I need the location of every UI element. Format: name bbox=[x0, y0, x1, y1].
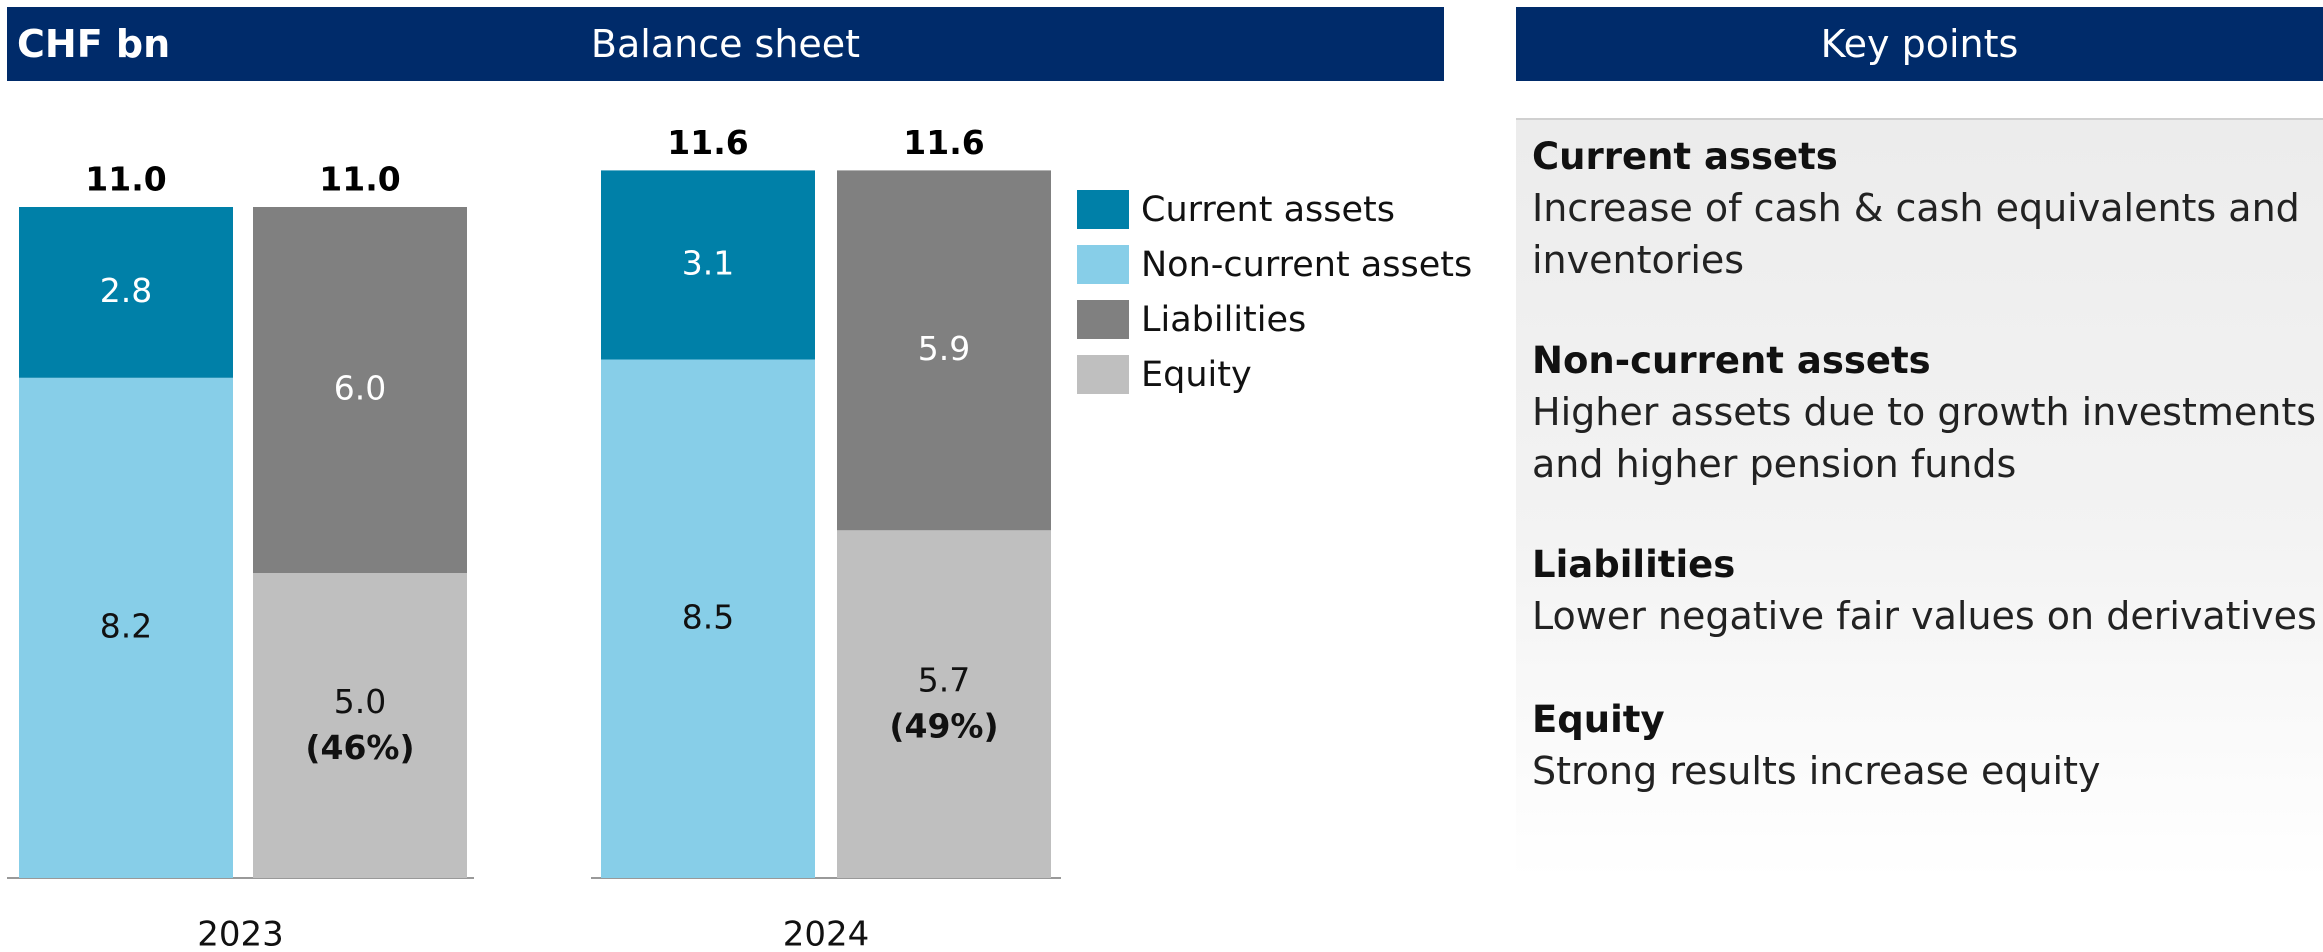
key-point-heading: Equity bbox=[1532, 698, 1665, 741]
share-label: (46%) bbox=[305, 728, 414, 767]
bar-segment bbox=[253, 573, 467, 878]
total-label: 11.0 bbox=[85, 160, 166, 199]
key-point-text: Increase of cash & cash equivalents and bbox=[1532, 186, 2300, 230]
key-point-heading: Liabilities bbox=[1532, 543, 1736, 586]
bar-segment bbox=[253, 207, 467, 573]
data-label: 3.1 bbox=[682, 243, 734, 282]
data-label: 8.2 bbox=[100, 606, 152, 645]
bar-segment bbox=[837, 530, 1051, 878]
key-point-text: and higher pension funds bbox=[1532, 442, 2017, 486]
data-label: 6.0 bbox=[334, 369, 386, 408]
key-point-heading: Non-current assets bbox=[1532, 339, 1931, 382]
key-point: Non-current assets Higher assets due to g… bbox=[1532, 336, 2316, 490]
total-label: 11.6 bbox=[667, 123, 748, 162]
key-point-text: Strong results increase equity bbox=[1532, 749, 2101, 793]
key-point-text: Higher assets due to growth investments bbox=[1532, 390, 2317, 434]
data-label: 5.0 bbox=[334, 682, 386, 721]
bar-segment bbox=[19, 207, 233, 378]
legend-swatch bbox=[1077, 245, 1129, 284]
chart: 2023 5.0 (46%) 6.0 8.2 2.8 11.0 11.0 2024 5.7 (49%… bbox=[7, 123, 1472, 952]
key-point-text: Lower negative fair values on derivative… bbox=[1532, 594, 2317, 638]
unit-label: CHF bn bbox=[17, 22, 171, 66]
chart-title: Balance sheet bbox=[590, 22, 861, 66]
legend-label: Equity bbox=[1141, 355, 1252, 395]
total-label: 11.0 bbox=[319, 160, 400, 199]
bar-segment bbox=[601, 170, 815, 360]
x-tick-label: 2023 bbox=[197, 915, 284, 952]
data-label: 2.8 bbox=[100, 271, 152, 310]
x-tick-label: 2024 bbox=[783, 915, 870, 952]
key-point-text: inventories bbox=[1532, 238, 1745, 282]
share-label: (49%) bbox=[889, 707, 998, 746]
header-bar: CHF bn Balance sheet bbox=[7, 7, 1444, 81]
key-point-heading: Current assets bbox=[1532, 135, 1838, 178]
data-label: 5.7 bbox=[918, 661, 970, 700]
legend-label: Current assets bbox=[1141, 190, 1395, 230]
total-label: 11.6 bbox=[903, 123, 984, 162]
legend-label: Liabilities bbox=[1141, 300, 1306, 340]
bar-segment bbox=[601, 359, 815, 878]
key-point: Equity Strong results increase equity bbox=[1532, 695, 2101, 797]
data-label: 8.5 bbox=[682, 597, 734, 636]
legend-label: Non-current assets bbox=[1141, 245, 1472, 285]
bar-segment bbox=[837, 170, 1051, 531]
legend-swatch bbox=[1077, 190, 1129, 229]
legend-swatch bbox=[1077, 300, 1129, 339]
key-point: Liabilities Lower negative fair values on… bbox=[1532, 540, 2317, 642]
key-points-panel: Current assets Increase of cash & cash eq… bbox=[1516, 118, 2323, 880]
data-label: 5.9 bbox=[918, 329, 970, 368]
legend-swatch bbox=[1077, 355, 1129, 394]
key-points-header: Key points bbox=[1516, 7, 2323, 81]
bar-segment bbox=[19, 377, 233, 878]
key-point: Current assets Increase of cash & cash eq… bbox=[1532, 132, 2300, 286]
